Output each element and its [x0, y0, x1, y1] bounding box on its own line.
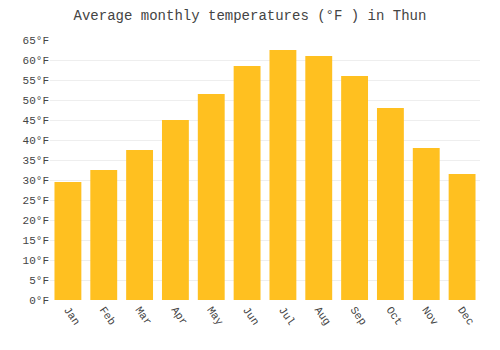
svg-text:5°F: 5°F — [29, 275, 49, 287]
svg-text:Nov: Nov — [419, 304, 440, 327]
svg-text:Sep: Sep — [348, 304, 369, 327]
svg-text:25°F: 25°F — [23, 195, 49, 207]
svg-text:Dec: Dec — [455, 304, 476, 327]
svg-text:20°F: 20°F — [23, 215, 49, 227]
svg-text:Average monthly temperatures (: Average monthly temperatures (°F ) in Th… — [74, 8, 427, 24]
svg-text:Jul: Jul — [276, 304, 297, 327]
svg-text:40°F: 40°F — [23, 135, 49, 147]
svg-text:60°F: 60°F — [23, 55, 49, 67]
svg-text:Apr: Apr — [168, 304, 189, 327]
svg-text:10°F: 10°F — [23, 255, 49, 267]
svg-text:65°F: 65°F — [23, 35, 49, 47]
svg-text:May: May — [204, 304, 225, 327]
svg-text:Aug: Aug — [312, 304, 333, 327]
svg-text:15°F: 15°F — [23, 235, 49, 247]
svg-text:Oct: Oct — [383, 304, 404, 327]
svg-text:0°F: 0°F — [29, 295, 49, 307]
svg-text:50°F: 50°F — [23, 95, 49, 107]
svg-text:Feb: Feb — [97, 304, 118, 327]
svg-text:Jun: Jun — [240, 304, 261, 327]
svg-text:45°F: 45°F — [23, 115, 49, 127]
svg-text:Jan: Jan — [61, 304, 82, 327]
svg-text:35°F: 35°F — [23, 155, 49, 167]
svg-text:Mar: Mar — [133, 304, 154, 327]
svg-text:55°F: 55°F — [23, 75, 49, 87]
svg-text:30°F: 30°F — [23, 175, 49, 187]
